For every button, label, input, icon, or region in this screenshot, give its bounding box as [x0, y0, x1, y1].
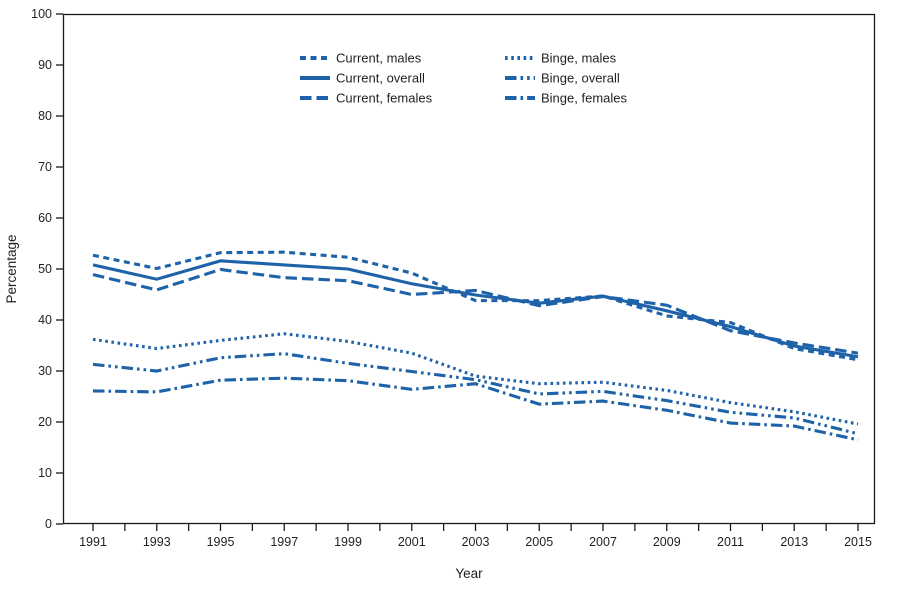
y-axis-tick-label: 60	[38, 211, 52, 225]
x-axis-tick-label: 2001	[398, 535, 426, 549]
series-line-current-females	[92, 267, 859, 355]
y-axis-title: Percentage	[4, 234, 19, 303]
y-axis-tick-label: 40	[38, 313, 52, 327]
series-line-binge-overall	[92, 352, 859, 436]
y-axis-tick-label: 30	[38, 364, 52, 378]
x-axis-tick-label: 2011	[717, 535, 744, 549]
x-axis-tick-label: 1997	[270, 535, 298, 549]
x-axis-tick-label: 2015	[844, 535, 872, 549]
y-axis-tick-label: 70	[38, 160, 52, 174]
y-axis-tick-label: 50	[38, 262, 52, 276]
legend-item-current-females-label: Current, females	[336, 91, 433, 106]
x-axis-tick-label: 2005	[525, 535, 553, 549]
legend-item-binge-overall-label: Binge, overall	[541, 71, 620, 86]
x-axis-tick-label: 2007	[589, 535, 617, 549]
x-axis-tick-label: 1999	[334, 535, 362, 549]
chart-generated-content: 0 10 20 30 40 50 60 70 80 90 100 1991 1993 1995 1997 19…	[31, 7, 876, 549]
y-axis-tick-label: 80	[38, 109, 52, 123]
series-line-binge-males	[92, 332, 859, 426]
legend-item-current-males-label: Current, males	[336, 51, 422, 66]
series-line-current-males	[92, 250, 859, 362]
x-axis-title: Year	[455, 566, 483, 581]
series-line-binge-females	[92, 376, 859, 442]
x-axis-tick-label: 2009	[653, 535, 681, 549]
y-axis-tick-label: 90	[38, 58, 52, 72]
y-axis-tick-label: 20	[38, 415, 52, 429]
legend-item-binge-males-label: Binge, males	[541, 51, 617, 66]
legend-item-binge-females-label: Binge, females	[541, 91, 627, 106]
x-axis-tick-label: 1991	[79, 535, 107, 549]
x-axis-tick-label: 2003	[462, 535, 490, 549]
x-axis-tick-label: 2013	[780, 535, 808, 549]
x-axis-tick-label: 1993	[143, 535, 171, 549]
y-axis-tick-label: 10	[38, 466, 52, 480]
x-axis-tick-label: 1995	[207, 535, 235, 549]
plot-border	[62, 13, 876, 525]
y-axis-tick-label: 100	[31, 7, 52, 21]
series-line-current-overall	[92, 259, 859, 359]
y-axis-tick-label: 0	[45, 517, 52, 531]
legend-item-current-overall-label: Current, overall	[336, 71, 425, 86]
